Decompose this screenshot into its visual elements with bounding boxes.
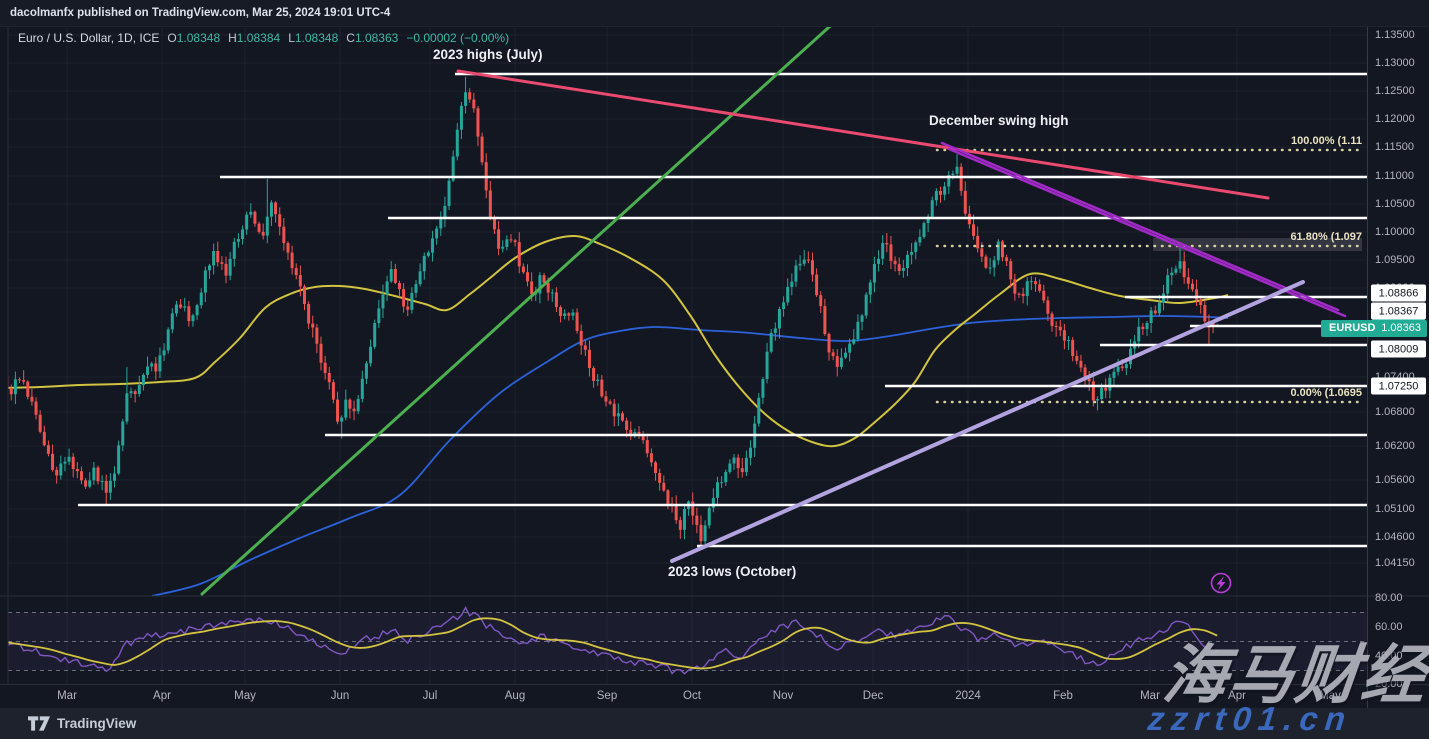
- fib-level-label: 0.00% (1.0695: [1290, 387, 1362, 399]
- price-axis[interactable]: 1.13500 1.13000 1.12500 1.12000 1.11500 1.110…: [1367, 26, 1429, 708]
- price-axis-tick: 60.00: [1375, 621, 1403, 633]
- ohlc-field-label: H: [228, 31, 237, 45]
- price-axis-tick: 1.11000: [1375, 170, 1414, 182]
- price-level-box: 1.08367: [1371, 302, 1426, 320]
- ohlc-field-value: 1.08348: [176, 31, 221, 45]
- time-axis-label: Sep: [596, 690, 618, 702]
- descending-pink-trendline: [456, 69, 1270, 200]
- grid: [8, 26, 1367, 684]
- price-axis-tick: 1.04150: [1375, 557, 1415, 569]
- price-axis-tick: 1.13000: [1375, 57, 1415, 69]
- tradingview-logo-icon: [28, 716, 50, 731]
- lightning-icon: [1216, 576, 1226, 591]
- time-axis-label: Apr: [153, 690, 171, 702]
- time-axis-label: Oct: [683, 690, 701, 702]
- ohlc-field-value: 1.08348: [294, 31, 339, 45]
- rsi-line: [8, 606, 1218, 675]
- time-axis-label: Dec: [862, 690, 884, 702]
- price-axis-tick: 1.09500: [1375, 254, 1415, 266]
- price-axis-tick: 20.00: [1375, 678, 1403, 690]
- time-axis-label: Jun: [330, 690, 350, 702]
- price-axis-tick: 1.10000: [1375, 226, 1415, 238]
- fast-moving-average-line: [8, 234, 1229, 448]
- watermark-site-url: zzrt01.cn: [1146, 700, 1355, 737]
- tradingview-logo-text: TradingView: [57, 716, 137, 731]
- price-axis-tick: 80.00: [1375, 592, 1403, 604]
- ohlc-field-label: O: [167, 31, 177, 45]
- time-axis-label: Feb: [1053, 690, 1073, 702]
- price-axis-tick: 40.00: [1375, 650, 1403, 662]
- rsi-panel[interactable]: [3, 606, 1367, 675]
- ohlc-field-label: C: [346, 31, 355, 45]
- horizontal-support-resistance-lines: [78, 72, 1367, 548]
- current-price-tag: EURUSD 1.08363: [1321, 319, 1427, 337]
- price-axis-tick: 1.11500: [1375, 141, 1414, 153]
- ascending-green-trendline: [200, 26, 833, 596]
- price-axis-tick: 1.12500: [1375, 85, 1415, 97]
- price-level-box: 1.07250: [1371, 377, 1426, 395]
- price-axis-tick: 1.04600: [1375, 531, 1415, 543]
- time-axis-label: Nov: [772, 690, 794, 702]
- price-axis-tick: 1.12000: [1375, 113, 1415, 125]
- time-axis-label: Aug: [504, 690, 526, 702]
- time-axis-label: May: [234, 690, 256, 702]
- symbol-title: Euro / U.S. Dollar, 1D, ICE: [18, 31, 160, 45]
- ohlc-field-label: L: [288, 31, 295, 45]
- price-change: −0.00002 (−0.00%): [406, 31, 510, 45]
- price-axis-tick: 1.06800: [1375, 406, 1415, 418]
- ohlc-field-value: 1.08363: [354, 31, 399, 45]
- price-pane[interactable]: [0, 9, 1367, 596]
- time-axis-label: May: [1319, 690, 1341, 702]
- price-axis-tick: 1.10500: [1375, 198, 1415, 210]
- time-axis-label: 2024: [955, 690, 981, 702]
- time-axis-label: Apr: [1228, 690, 1246, 702]
- fib-level-label: 61.80% (1.097: [1290, 231, 1362, 243]
- footer-bar: TradingView: [0, 708, 1429, 739]
- current-price-tag-value: 1.08363: [1381, 322, 1421, 334]
- price-axis-tick: 1.05600: [1375, 474, 1415, 486]
- price-level-box: 1.08866: [1371, 284, 1426, 302]
- time-axis-label: Mar: [57, 690, 77, 702]
- boost-button[interactable]: [1210, 572, 1232, 594]
- price-axis-tick: 1.13500: [1375, 29, 1415, 41]
- time-axis[interactable]: Mar Apr May Jun Jul Aug Sep Oct Nov Dec 2024 Feb Mar…: [0, 684, 1429, 709]
- chart-annotation: 2023 lows (October): [668, 564, 797, 579]
- symbol-legend: Euro / U.S. Dollar, 1D, ICE O1.08348 H1.08…: [18, 31, 509, 45]
- rsi-ma-line: [8, 617, 1218, 670]
- fib-level-label: 100.00% (1.11: [1291, 135, 1362, 147]
- publish-bar: dacolmanfx published on TradingView.com,…: [0, 0, 1429, 27]
- time-axis-label: Mar: [1140, 690, 1160, 702]
- price-axis-tick: 1.05100: [1375, 503, 1415, 515]
- time-axis-label: Jul: [422, 690, 438, 702]
- tradingview-logo[interactable]: TradingView: [28, 716, 136, 731]
- ohlc-field-value: 1.08384: [236, 31, 281, 45]
- descending-purple-channel-b: [947, 147, 1347, 318]
- price-level-box: 1.08009: [1371, 340, 1426, 358]
- current-price-tag-symbol: EURUSD: [1329, 322, 1376, 334]
- descending-purple-channel-a: [940, 141, 1340, 312]
- chart-annotation: 2023 highs (July): [433, 47, 543, 62]
- chart-annotation: December swing high: [929, 113, 1069, 128]
- publish-bar-text: dacolmanfx published on TradingView.com,…: [10, 7, 391, 19]
- fib-label-band: [1153, 238, 1362, 251]
- ascending-lavender-trendline: [670, 280, 1305, 563]
- price-axis-tick: 1.06200: [1375, 440, 1415, 452]
